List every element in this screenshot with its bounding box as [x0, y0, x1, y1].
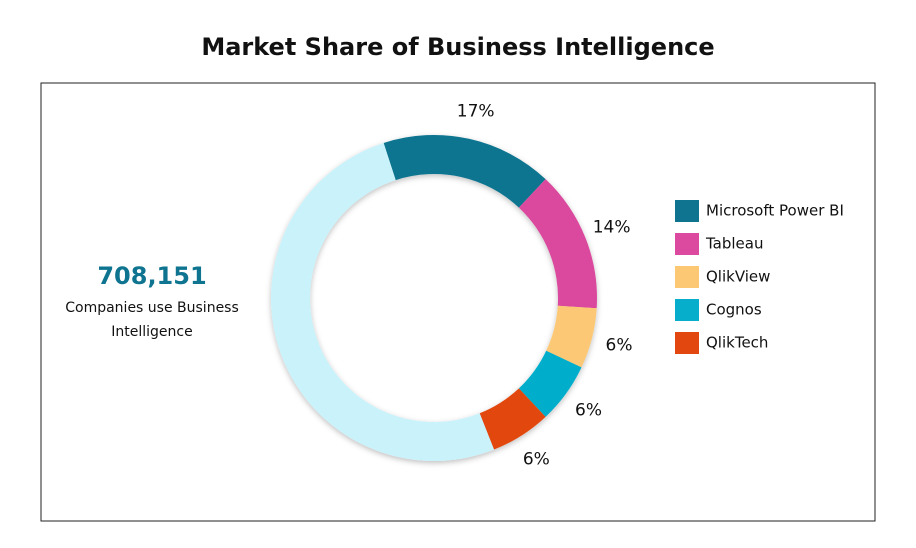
legend-swatch: [675, 266, 699, 288]
data-label: 14%: [593, 218, 631, 238]
donut-segment: [518, 179, 597, 309]
legend-swatch: [675, 233, 699, 255]
data-label: 17%: [457, 102, 495, 122]
legend-label: Microsoft Power BI: [706, 202, 844, 220]
donut-segment: [518, 350, 582, 417]
legend-swatch: [675, 332, 699, 354]
frame: [40, 82, 876, 522]
legend-label: Cognos: [706, 301, 762, 319]
donut-segment: [270, 142, 495, 461]
legend-label: QlikView: [706, 268, 770, 286]
data-label: 6%: [523, 449, 550, 469]
stat-caption: Companies use Business Intelligence: [65, 300, 239, 340]
donut-segment: [383, 135, 546, 208]
donut: [270, 135, 597, 461]
stat-value: 708,151: [97, 262, 207, 290]
stat-block: 708,151 Companies use Business Intellige…: [46, 262, 258, 344]
donut-segment: [479, 388, 546, 450]
data-label: 6%: [606, 335, 633, 355]
legend-label: Tableau: [705, 235, 764, 253]
chart-title: Market Share of Business Intelligence: [201, 33, 714, 61]
data-label: 6%: [575, 400, 602, 420]
legend-label: QlikTech: [706, 334, 768, 352]
donut-segment: [546, 305, 597, 368]
legend-swatch: [675, 299, 699, 321]
legend-swatch: [675, 200, 699, 222]
